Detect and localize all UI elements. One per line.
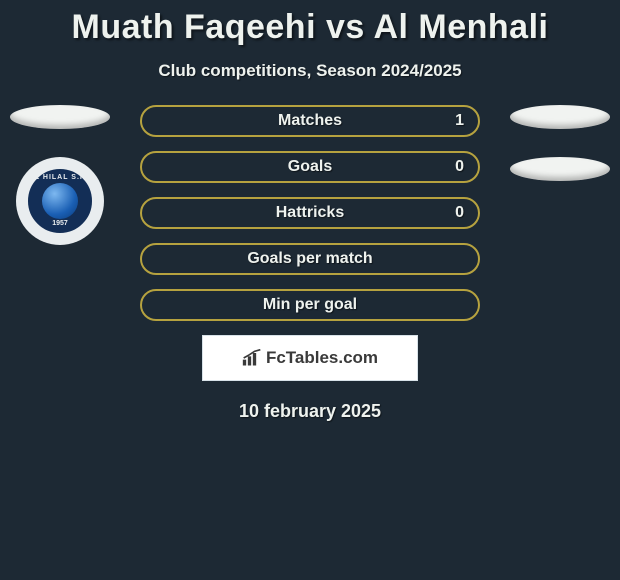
flag-right-1 <box>510 105 610 129</box>
stat-row: Goals 0 <box>140 151 480 183</box>
comparison-card: Muath Faqeehi vs Al Menhali Club competi… <box>0 0 620 580</box>
stat-value-right: 0 <box>455 204 464 222</box>
date-text: 10 february 2025 <box>0 401 620 422</box>
stat-row: Hattricks 0 <box>140 197 480 229</box>
stat-row: Matches 1 <box>140 105 480 137</box>
club-ring-text-top: AL HILAL S.FC <box>29 174 92 181</box>
main-area: AL HILAL S.FC 1957 Matches1Goals0Hattric… <box>0 105 620 422</box>
stat-label: Hattricks <box>276 204 344 222</box>
flag-left <box>10 105 110 129</box>
stat-value-right: 1 <box>455 112 464 130</box>
brand-text: FcTables.com <box>266 348 378 368</box>
brand-chart-icon <box>242 349 262 367</box>
player-right <box>510 105 610 209</box>
club-badge-inner: AL HILAL S.FC 1957 <box>25 166 95 236</box>
player-left: AL HILAL S.FC 1957 <box>10 105 110 245</box>
flag-right-2 <box>510 157 610 181</box>
stat-row: Goals per match <box>140 243 480 275</box>
stat-label: Min per goal <box>263 296 357 314</box>
stat-rows: Matches 1 Goals 0 Hattricks 0 Goals per match M… <box>140 105 480 321</box>
football-icon <box>42 183 78 219</box>
club-ring-text-bottom: 1957 <box>52 220 68 227</box>
stat-row: Min per goal <box>140 289 480 321</box>
subtitle: Club competitions, Season 2024/2025 <box>0 61 620 81</box>
page-title: Muath Faqeehi vs Al Menhali <box>0 0 620 47</box>
club-badge-left: AL HILAL S.FC 1957 <box>16 157 104 245</box>
stat-label: Goals per match <box>247 250 372 268</box>
stat-label: Goals <box>288 158 332 176</box>
brand-box: FcTables.com <box>202 335 418 381</box>
stat-value-right: 0 <box>455 158 464 176</box>
stat-label: Matches <box>278 112 342 130</box>
